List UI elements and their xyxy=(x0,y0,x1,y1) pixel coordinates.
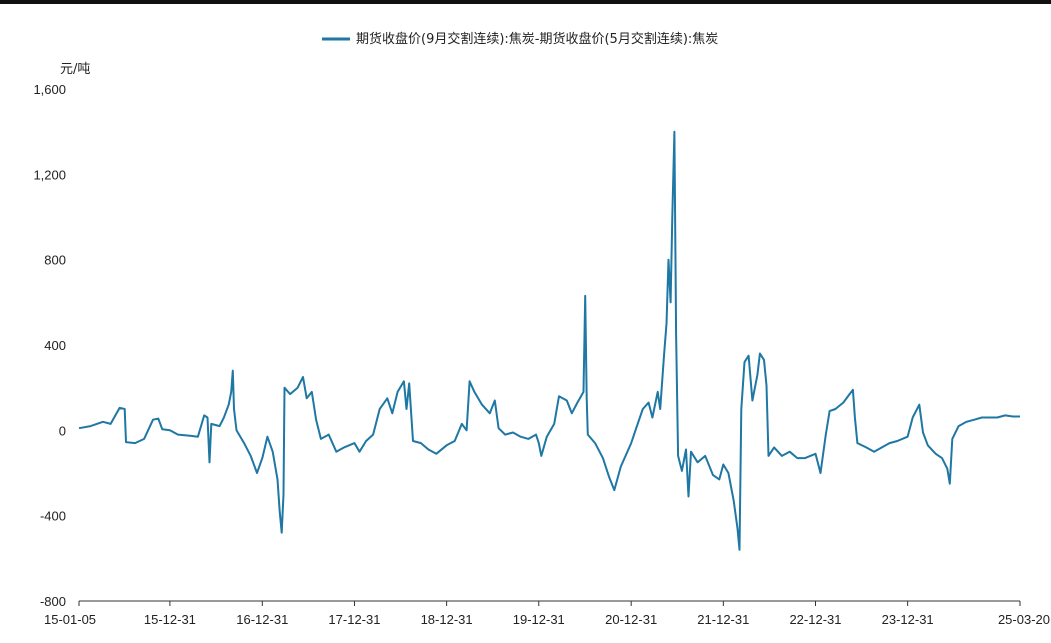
series-line xyxy=(78,130,1020,551)
legend: 期货收盘价(9月交割连续):焦炭-期货收盘价(5月交割连续):焦炭 xyxy=(322,31,718,47)
x-tick-label: 19-12-31 xyxy=(513,612,565,627)
x-axis-ticks: 15-01-05 15-12-31 16-12-31 17-12-31 18-12-31… xyxy=(44,601,1050,627)
x-tick-label: 15-01-05 xyxy=(44,612,96,627)
y-tick-label: 400 xyxy=(44,338,66,353)
x-tick-label: 22-12-31 xyxy=(789,612,841,627)
y-axis-unit-label: 元/吨 xyxy=(60,62,90,77)
x-tick-label: 23-12-31 xyxy=(882,612,934,627)
y-tick-label: 800 xyxy=(44,253,66,268)
x-tick-label: 15-12-31 xyxy=(144,612,196,627)
x-tick-label: 21-12-31 xyxy=(697,612,749,627)
y-tick-label: 1,200 xyxy=(33,167,66,182)
x-tick-label: 16-12-31 xyxy=(236,612,288,627)
y-tick-label: 0 xyxy=(59,423,66,438)
y-tick-label: 1,600 xyxy=(33,82,66,97)
x-tick-label: 17-12-31 xyxy=(328,612,380,627)
x-tick-label: 25-03-20 xyxy=(998,612,1050,627)
y-axis-ticks: -800 -400 0 400 800 1,200 1,600 xyxy=(33,82,66,609)
x-tick-label: 18-12-31 xyxy=(421,612,473,627)
y-tick-label: -400 xyxy=(40,509,66,524)
legend-label: 期货收盘价(9月交割连续):焦炭-期货收盘价(5月交割连续):焦炭 xyxy=(356,31,718,47)
x-tick-label: 20-12-31 xyxy=(605,612,657,627)
top-rule xyxy=(0,0,1051,4)
y-tick-label: -800 xyxy=(40,594,66,609)
